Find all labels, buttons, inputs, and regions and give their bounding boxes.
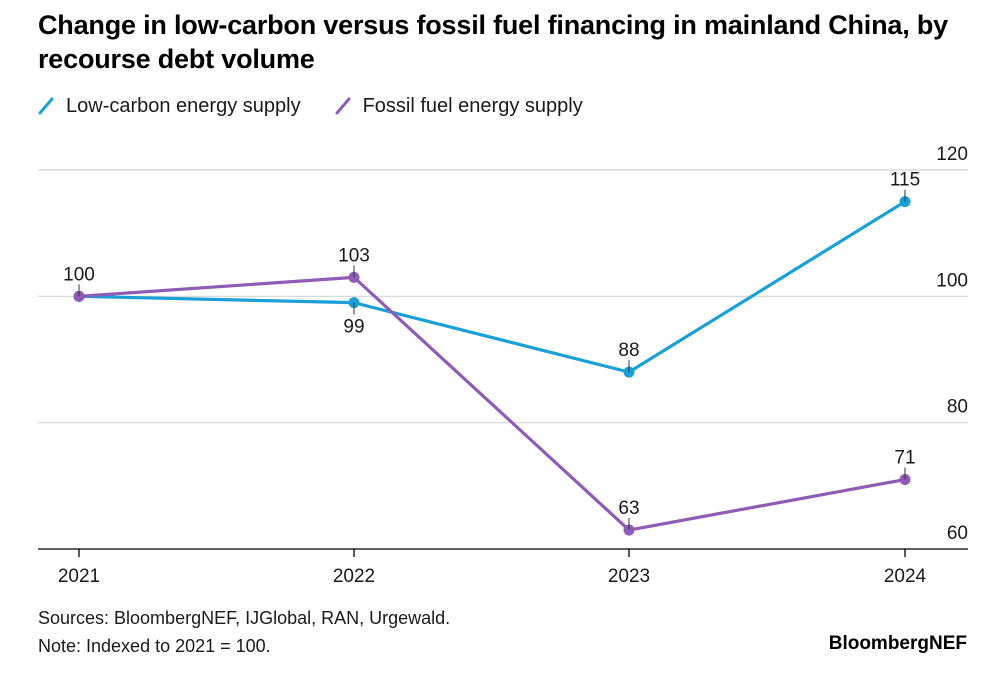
data-label-low-carbon-2022: 99: [343, 317, 364, 338]
data-label-fossil-fuel-2024: 71: [894, 448, 915, 469]
y-tick-label-60: 60: [947, 523, 968, 544]
data-label-fossil-fuel-2022: 103: [338, 245, 370, 266]
legend-item-fossil-fuel: Fossil fuel energy supply: [335, 95, 583, 118]
data-label-low-carbon-2024: 115: [890, 170, 920, 191]
index-note: Note: Indexed to 2021 = 100.: [38, 636, 271, 656]
legend-item-low-carbon: Low-carbon energy supply: [38, 95, 301, 118]
footer: Sources: BloombergNEF, IJGlobal, RAN, Ur…: [38, 604, 450, 660]
data-label-fossil-fuel-2023: 63: [618, 498, 639, 519]
x-tick-label-2024: 2024: [884, 566, 927, 587]
legend-swatch-low-carbon: [38, 97, 54, 115]
brand-logo-text: BloombergNEF: [828, 633, 967, 654]
x-tick-label-2022: 2022: [333, 566, 375, 587]
legend: Low-carbon energy supply Fossil fuel ene…: [38, 93, 617, 119]
data-point-low-carbon-2024: [899, 196, 911, 208]
legend-label-low-carbon: Low-carbon energy supply: [66, 94, 301, 117]
x-tick-label-2021: 2021: [58, 566, 100, 587]
series-line-low-carbon: [78, 200, 906, 374]
data-label-low-carbon-2023: 88: [618, 340, 639, 361]
series-line-fossil-fuel: [78, 275, 906, 532]
chart-title: Change in low-carbon versus fossil fuel …: [38, 10, 948, 74]
data-label-fossil-fuel-2021: 100: [63, 264, 95, 285]
y-tick-label-80: 80: [947, 397, 968, 418]
y-tick-label-120: 120: [936, 144, 968, 165]
x-tick-label-2023: 2023: [608, 566, 650, 587]
legend-label-fossil-fuel: Fossil fuel energy supply: [362, 94, 583, 117]
line-chart: 60 80 100 120 2021 2022 2023 2024 99 88 115 100 103 6…: [38, 144, 968, 587]
y-tick-label-100: 100: [936, 270, 968, 291]
sources-note: Sources: BloombergNEF, IJGlobal, RAN, Ur…: [38, 608, 451, 628]
legend-swatch-fossil-fuel: [335, 97, 351, 115]
